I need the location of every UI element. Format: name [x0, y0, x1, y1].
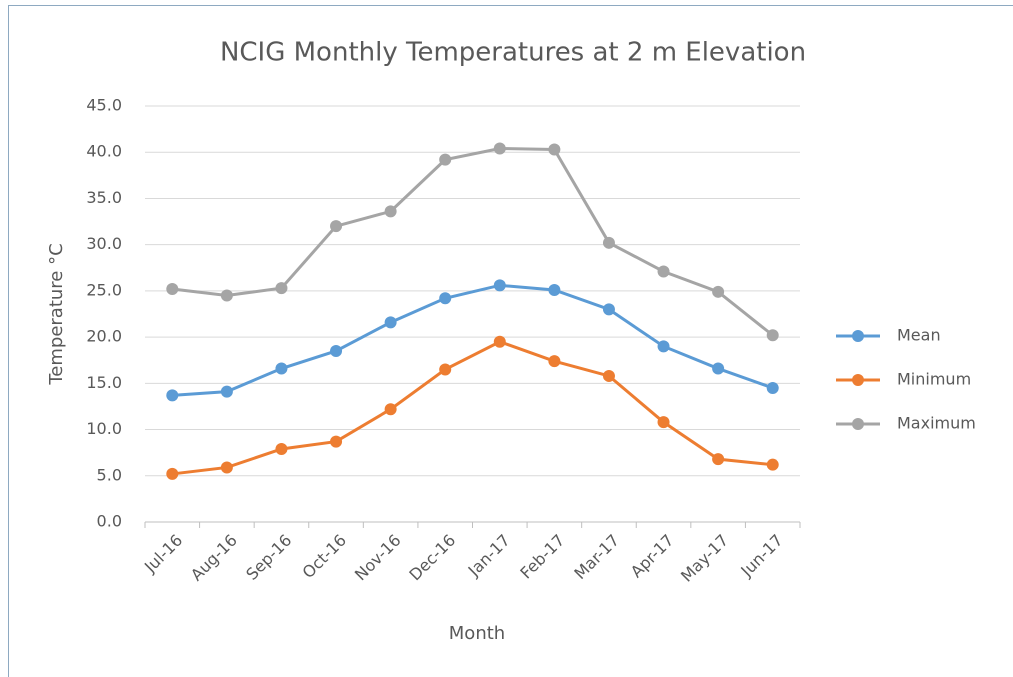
y-tick-label: 5.0 [97, 465, 122, 484]
data-point [220, 289, 233, 302]
data-point [712, 285, 725, 298]
data-point [439, 363, 452, 376]
y-tick-label: 30.0 [86, 234, 122, 253]
data-point [657, 340, 670, 353]
legend-label: Minimum [897, 370, 971, 389]
data-point [602, 236, 615, 249]
data-point [766, 381, 779, 394]
data-point [166, 389, 179, 402]
data-point [330, 344, 343, 357]
data-point [275, 442, 288, 455]
data-point [493, 279, 506, 292]
data-point [602, 303, 615, 316]
data-point [384, 316, 397, 329]
data-point [712, 453, 725, 466]
legend-marker [852, 374, 864, 386]
data-point [384, 403, 397, 416]
data-point [330, 220, 343, 233]
data-point [166, 467, 179, 480]
data-point [493, 335, 506, 348]
y-tick-label: 25.0 [86, 280, 122, 299]
data-point [275, 362, 288, 375]
data-point [548, 355, 561, 368]
data-point [493, 142, 506, 155]
legend-marker [852, 418, 864, 430]
y-tick-label: 15.0 [86, 373, 122, 392]
y-tick-label: 45.0 [86, 96, 122, 115]
series-line [172, 147, 774, 337]
y-tick-label: 35.0 [86, 188, 122, 207]
data-point [275, 282, 288, 295]
y-axis-title: Temperature °C [46, 243, 67, 385]
legend-label: Maximum [897, 414, 976, 433]
data-point [602, 369, 615, 382]
legend-label: Mean [897, 326, 941, 345]
data-point [548, 283, 561, 296]
chart-frame [8, 5, 1013, 677]
data-point [548, 143, 561, 156]
legend-marker [852, 330, 864, 342]
data-point [657, 416, 670, 429]
y-tick-label: 0.0 [97, 512, 122, 531]
data-point [712, 362, 725, 375]
data-point [657, 265, 670, 278]
chart-title: NCIG Monthly Temperatures at 2 m Elevati… [220, 38, 806, 68]
series-line [172, 283, 774, 397]
data-point [439, 153, 452, 166]
series-line [172, 340, 773, 476]
data-point [384, 205, 397, 218]
data-point [330, 435, 343, 448]
data-point [439, 292, 452, 305]
data-point [220, 385, 233, 398]
y-tick-label: 20.0 [86, 327, 122, 346]
data-point [766, 329, 779, 342]
data-point [166, 283, 179, 296]
y-tick-label: 40.0 [86, 142, 122, 161]
y-tick-label: 10.0 [86, 419, 122, 438]
x-axis-title: Month [449, 623, 505, 644]
data-point [766, 458, 779, 471]
data-point [220, 461, 233, 474]
